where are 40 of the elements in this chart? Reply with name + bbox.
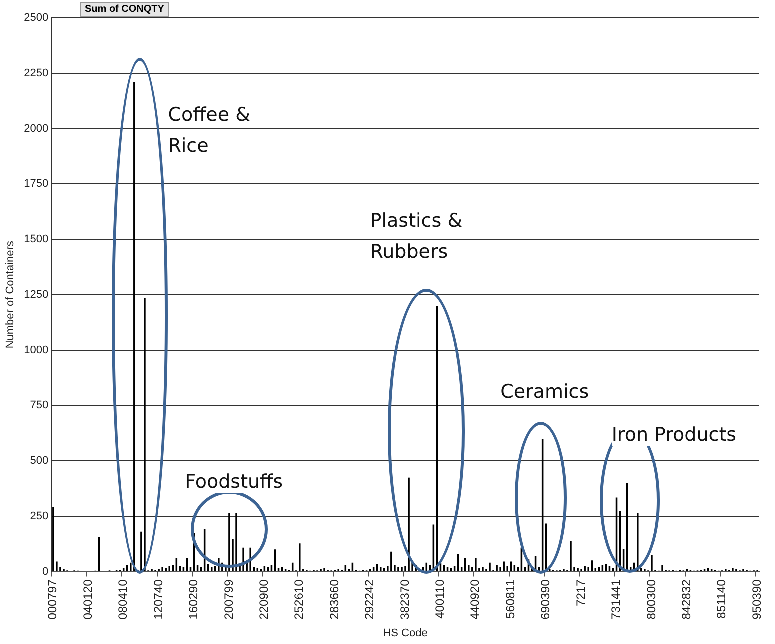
- x-tick-label: 851140: [714, 579, 729, 619]
- x-tick-label: 842832: [679, 579, 694, 620]
- x-tick-label: 120740: [151, 579, 166, 620]
- x-tick-label: 200799: [222, 579, 236, 620]
- x-tick-label: 080410: [116, 579, 130, 620]
- x-tick-label: 400110: [433, 579, 448, 619]
- x-tick-label: 560811: [503, 579, 518, 619]
- x-axis-title: HS Code: [383, 627, 428, 640]
- x-tick-label: 440920: [468, 579, 482, 620]
- x-tick-label: 160290: [186, 579, 201, 620]
- y-axis-title: Number of Containers: [4, 240, 17, 349]
- x-tick-label: 800300: [644, 579, 658, 620]
- y-tick-label: 2250: [24, 67, 49, 80]
- y-tick-label: 2500: [24, 12, 49, 24]
- annotation: Iron Products: [612, 424, 737, 446]
- x-tick-label: 950390: [750, 579, 764, 620]
- x-tick-label: 7217: [574, 579, 588, 606]
- x-tick-label: 220900: [256, 579, 271, 620]
- x-tick-label: 000797: [46, 579, 60, 620]
- y-tick-label: 250: [30, 510, 49, 522]
- annotation: Foodstuffs: [185, 470, 284, 493]
- y-tick-label: 0: [42, 566, 49, 578]
- y-tick-label: 500: [30, 455, 49, 468]
- x-tick-label: 283660: [327, 579, 342, 620]
- x-tick-label: 252610: [292, 579, 306, 620]
- annotation: Plastics & Rubbers: [370, 210, 463, 264]
- y-tick-label: 1750: [24, 178, 49, 190]
- annotation: Ceramics: [500, 380, 590, 403]
- y-tick-label: 1000: [24, 344, 49, 356]
- y-tick-label: 2000: [24, 122, 49, 135]
- annotation: Coffee & Rice: [168, 104, 250, 157]
- y-tick-label: 750: [30, 400, 49, 412]
- y-tick-label: 1250: [24, 288, 49, 301]
- x-tick-label: 292242: [362, 579, 377, 620]
- x-tick-label: 731441: [609, 579, 624, 620]
- x-tick-label: 690390: [538, 579, 553, 620]
- y-tick-label: 1500: [24, 234, 49, 246]
- x-tick-label: 382370: [398, 579, 412, 620]
- text: Sum of CONQTY: [80, 2, 170, 17]
- x-tick-label: 040120: [80, 579, 95, 620]
